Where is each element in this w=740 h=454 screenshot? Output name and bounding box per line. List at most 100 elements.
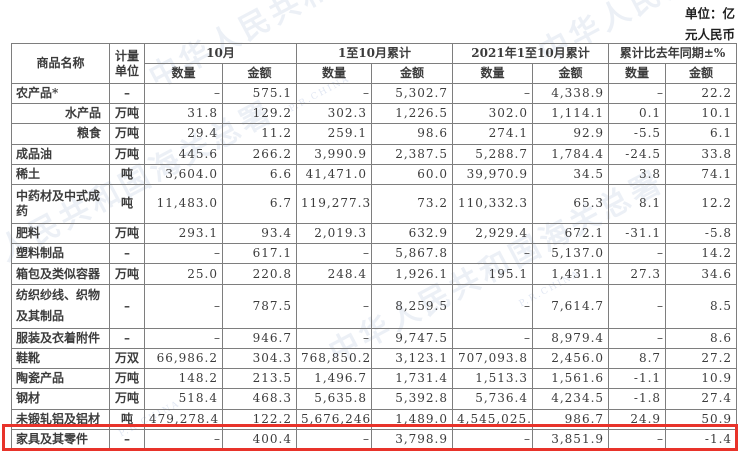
product-name-cell: 陶瓷产品 bbox=[11, 368, 110, 390]
value-cell: -5.5 bbox=[608, 123, 667, 145]
value-cell: 4,234.5 bbox=[532, 388, 610, 410]
value-cell: 10.9 bbox=[665, 368, 738, 390]
value-cell: 6.7 bbox=[221, 183, 298, 225]
value-cell: – bbox=[452, 283, 534, 329]
value-cell: -31.1 bbox=[608, 223, 667, 245]
unit-cell: 万吨 bbox=[109, 388, 145, 410]
col-header-amount: 金额 bbox=[221, 63, 298, 84]
col-header-amount: 金额 bbox=[371, 63, 454, 84]
value-cell: 220.8 bbox=[221, 263, 298, 285]
value-cell: 8.6 bbox=[665, 327, 738, 349]
col-group-yoy-change: 累计比去年同期±% bbox=[608, 43, 738, 64]
unit-cell: 吨 bbox=[109, 183, 145, 225]
value-cell: 5,635.8 bbox=[296, 388, 373, 410]
table-body: 农产品* – –575.1–5,302.7–4,338.9–22.2 水产品 万吨 31.… bbox=[11, 82, 738, 451]
value-cell: 5,867.8 bbox=[371, 243, 454, 265]
value-cell: -5.8 bbox=[665, 223, 738, 245]
value-cell: 74.1 bbox=[665, 163, 738, 185]
value-cell: – bbox=[144, 82, 223, 105]
table-row: 粮食 万吨 29.4 11.2 259.1 98.6 274.1 92.9 -5.5 6.1 bbox=[11, 123, 738, 145]
table-row-highlighted: 家具及其零件 – –400.4–3,798.9–3,851.9– -1.4 bbox=[11, 428, 738, 451]
table-row: 肥料 万吨 293.1 93.4 2,019.3 632.9 2,929.4 672.1 -31… bbox=[11, 223, 738, 245]
col-group-jan-to-oct: 1至10月累计 bbox=[296, 43, 454, 64]
value-cell: 707,093.8 bbox=[452, 347, 534, 370]
col-header-quantity: 数量 bbox=[296, 63, 373, 84]
value-cell: 5,302.7 bbox=[371, 82, 454, 105]
value-cell: 3,604.0 bbox=[144, 163, 223, 185]
value-cell: 1,226.5 bbox=[371, 103, 454, 125]
table-row: 农产品* – –575.1–5,302.7–4,338.9–22.2 bbox=[11, 82, 738, 105]
product-name-cell: 中药材及中式成药 bbox=[11, 183, 110, 225]
table-row: 陶瓷产品 万吨 148.2 213.5 1,496.7 1,731.4 1,513.3 1,5… bbox=[11, 368, 738, 390]
value-cell: 31.8 bbox=[144, 103, 223, 125]
value-cell: 2,387.5 bbox=[371, 143, 454, 165]
col-header-quantity: 数量 bbox=[452, 63, 534, 84]
value-cell: – bbox=[296, 243, 373, 265]
value-cell: – bbox=[608, 327, 667, 349]
value-cell: 110,332.3 bbox=[452, 183, 534, 225]
value-cell: 1,784.4 bbox=[532, 143, 610, 165]
value-cell: 768,850.2 bbox=[296, 347, 373, 370]
product-name-cell: 农产品* bbox=[11, 82, 110, 105]
unit-cell: 万双 bbox=[109, 347, 145, 370]
value-cell: 5,392.8 bbox=[371, 388, 454, 410]
unit-note: 单位：亿 元人民币 bbox=[685, 3, 735, 45]
value-cell: 274.1 bbox=[452, 123, 534, 145]
value-cell: 2,019.3 bbox=[296, 223, 373, 245]
value-cell: 445.6 bbox=[144, 143, 223, 165]
product-name-cell: 粮食 bbox=[11, 123, 110, 145]
value-cell: 5,736.4 bbox=[452, 388, 534, 410]
value-cell: 6.1 bbox=[665, 123, 738, 145]
unit-note-line1: 单位：亿 bbox=[684, 6, 735, 21]
unit-cell: 吨 bbox=[109, 163, 145, 185]
value-cell: 34.6 bbox=[665, 263, 738, 285]
value-cell: 119,277.3 bbox=[296, 183, 373, 225]
value-cell: 9,747.5 bbox=[371, 327, 454, 349]
value-cell: 92.9 bbox=[532, 123, 610, 145]
value-cell: 1,431.1 bbox=[532, 263, 610, 285]
value-cell: – bbox=[296, 82, 373, 105]
table-row: 成品油 万吨 445.6 266.2 3,990.9 2,387.5 5,288.7 1,78… bbox=[11, 143, 738, 165]
value-cell: 10.1 bbox=[665, 103, 738, 125]
value-cell: -24.5 bbox=[608, 143, 667, 165]
value-cell: 468.3 bbox=[221, 388, 298, 410]
value-cell: 8,979.4 bbox=[532, 327, 610, 349]
col-header-amount: 金额 bbox=[665, 63, 738, 84]
value-cell: 41,471.0 bbox=[296, 163, 373, 185]
value-cell: 518.4 bbox=[144, 388, 223, 410]
value-cell: 0.1 bbox=[608, 103, 667, 125]
value-cell: 8,259.5 bbox=[371, 283, 454, 329]
table-row: 服装及衣着附件 – –946.7–9,747.5–8,979.4–8.6 bbox=[11, 327, 738, 349]
value-cell: 1,731.4 bbox=[371, 368, 454, 390]
value-cell: 8.5 bbox=[665, 283, 738, 329]
value-cell: – bbox=[144, 327, 223, 349]
value-cell: 98.6 bbox=[371, 123, 454, 145]
export-commodities-table: 商品名称 计量单位 10月 1至10月累计 2021年1至10月累计 累计比去年… bbox=[11, 43, 738, 451]
col-header-quantity: 数量 bbox=[144, 63, 223, 84]
value-cell: 946.7 bbox=[221, 327, 298, 349]
value-cell: – bbox=[296, 283, 373, 329]
col-group-2021-jan-to-oct: 2021年1至10月累计 bbox=[452, 43, 610, 64]
value-cell: 1,561.6 bbox=[532, 368, 610, 390]
product-name-cell: 钢材 bbox=[11, 388, 110, 410]
value-cell: – bbox=[608, 82, 667, 105]
highlight-box-furniture-row bbox=[2, 424, 738, 451]
product-name-cell: 塑料制品 bbox=[11, 243, 110, 265]
product-name-cell: 水产品 bbox=[11, 103, 110, 125]
unit-cell: 万吨 bbox=[109, 223, 145, 245]
value-cell: 22.2 bbox=[665, 82, 738, 105]
value-cell: – bbox=[452, 82, 534, 105]
unit-cell: 万吨 bbox=[109, 103, 145, 125]
value-cell: 266.2 bbox=[221, 143, 298, 165]
value-cell: 65.3 bbox=[532, 183, 610, 225]
value-cell: 6.6 bbox=[221, 163, 298, 185]
value-cell: 259.1 bbox=[296, 123, 373, 145]
table-row: 中药材及中式成药吨 11,483.0 6.7 119,277.3 73.2 110,332… bbox=[11, 183, 738, 225]
value-cell: 1,926.1 bbox=[371, 263, 454, 285]
unit-cell: – bbox=[109, 283, 145, 329]
table-header: 商品名称 计量单位 10月 1至10月累计 2021年1至10月累计 累计比去年… bbox=[11, 43, 738, 84]
value-cell: 29.4 bbox=[144, 123, 223, 145]
value-cell: 248.4 bbox=[296, 263, 373, 285]
value-cell: 7,614.7 bbox=[532, 283, 610, 329]
value-cell: 148.2 bbox=[144, 368, 223, 390]
